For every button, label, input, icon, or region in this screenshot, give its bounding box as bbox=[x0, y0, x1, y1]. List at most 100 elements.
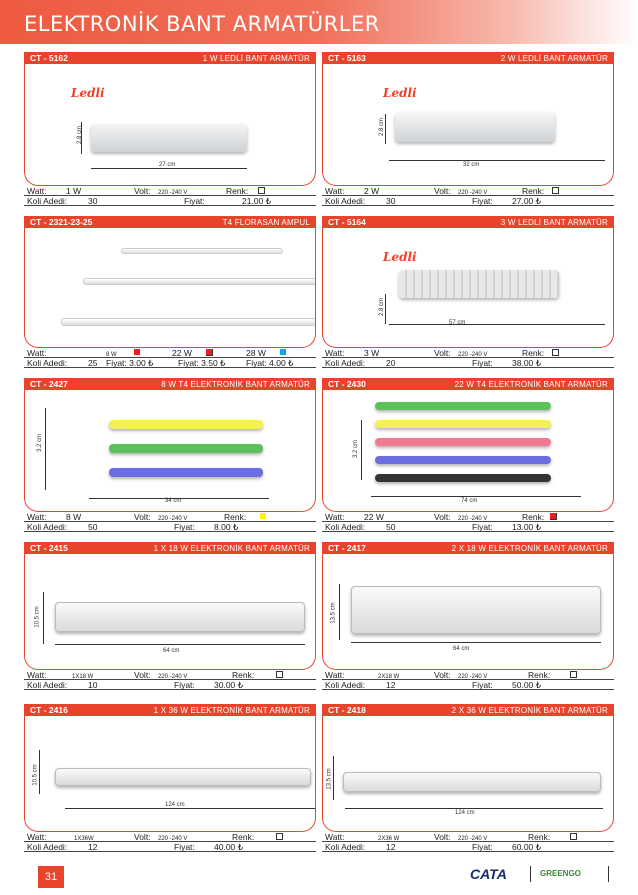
ledli-label: Ledli bbox=[71, 86, 105, 100]
info-row-koli: Koli Adedi: 30 Fiyat: 21.00 ₺ bbox=[24, 196, 316, 206]
card-header: CT - 2415 1 X 18 W ELEKTRONİK BANT ARMATÜ… bbox=[24, 542, 316, 554]
info-value: Koli Adedi: bbox=[325, 680, 366, 690]
product-card-ct-2427: CT - 2427 8 W T4 ELEKTRONİK BANT ARMATÜR … bbox=[24, 378, 316, 532]
info-value: Renk: bbox=[522, 348, 545, 358]
dim-width: 124 cm bbox=[165, 802, 185, 808]
tube-8w bbox=[121, 248, 283, 254]
dim-width: 64 cm bbox=[163, 648, 180, 654]
info-value: Renk: bbox=[522, 186, 545, 196]
led-fixture bbox=[91, 124, 247, 152]
product-spec: T4 FLORASAN AMPUL bbox=[222, 217, 310, 227]
info-row-watt: Watt: 22 W Volt: 220 -240 V Renk: bbox=[322, 512, 614, 522]
page-title: ELEKTRONİK BANT ARMATÜRLER bbox=[24, 12, 380, 36]
info-value: Watt: bbox=[27, 186, 47, 196]
info-value: Fiyat: bbox=[472, 680, 493, 690]
product-code: CT - 5162 bbox=[30, 53, 68, 63]
info-value: Renk: bbox=[232, 832, 255, 842]
product-card-ct-5164: CT - 5164 3 W LEDLİ BANT ARMATÜR Ledli 2.… bbox=[322, 216, 614, 368]
info-value: Watt: bbox=[325, 348, 345, 358]
card-header: CT - 2321-23-25 T4 FLORASAN AMPUL bbox=[24, 216, 316, 228]
info-value: 40.00 ₺ bbox=[214, 842, 244, 852]
info-row-koli: Koli Adedi: 50 Fiyat: 13.00 ₺ bbox=[322, 522, 614, 532]
info-row-koli: Koli Adedi: 50 Fiyat: 8.00 ₺ bbox=[24, 522, 316, 532]
product-image bbox=[24, 228, 316, 348]
info-value: Volt: bbox=[134, 186, 151, 196]
info-value: 1X36W bbox=[74, 836, 94, 842]
info-value: Fiyat: bbox=[472, 196, 493, 206]
dim-width: 57 cm bbox=[449, 320, 466, 326]
info-row-koli: Koli Adedi: 30 Fiyat: 27.00 ₺ bbox=[322, 196, 614, 206]
tube-green bbox=[375, 402, 551, 410]
info-value: Renk: bbox=[224, 512, 247, 522]
info-row-koli: Koli Adedi: 25 Fiyat: 3.00 ₺ Fiyat: 3.50 … bbox=[24, 358, 316, 368]
product-code: CT - 2427 bbox=[30, 379, 68, 389]
ledli-label: Ledli bbox=[383, 250, 417, 264]
dim-height: 13.5 cm bbox=[330, 602, 337, 624]
product-code: CT - 2416 bbox=[30, 705, 68, 715]
info-value: Fiyat: bbox=[472, 358, 493, 368]
info-row-koli: Koli Adedi: 12 Fiyat: 50.00 ₺ bbox=[322, 680, 614, 690]
dim-height: 13.5 cm bbox=[326, 768, 333, 790]
info-value: Koli Adedi: bbox=[27, 842, 68, 852]
info-value: Fiyat: bbox=[184, 196, 205, 206]
product-image: 3.2 cm 74 cm bbox=[322, 390, 614, 512]
info-row-watt: Watt: 8 W 22 W 28 W bbox=[24, 348, 316, 358]
product-card-ct-2416: CT - 2416 1 X 36 W ELEKTRONİK BANT ARMATÜ… bbox=[24, 704, 316, 852]
info-value: 220 -240 V bbox=[158, 674, 188, 680]
tube-green bbox=[109, 444, 263, 453]
tube-black bbox=[375, 474, 551, 482]
info-value: 28 W bbox=[246, 348, 266, 358]
info-value: 220 -240 V bbox=[458, 836, 488, 842]
info-value: 8.00 ₺ bbox=[214, 522, 239, 532]
info-row-koli: Koli Adedi: 10 Fiyat: 30.00 ₺ bbox=[24, 680, 316, 690]
card-header: CT - 5162 1 W LEDLİ BANT ARMATÜR bbox=[24, 52, 316, 64]
card-header: CT - 2430 22 W T4 ELEKTRONİK BANT ARMATÜR bbox=[322, 378, 614, 390]
fluorescent-fixture bbox=[55, 602, 305, 632]
dim-width: 74 cm bbox=[461, 498, 478, 504]
product-code: CT - 2321-23-25 bbox=[30, 217, 93, 227]
info-value: Volt: bbox=[134, 512, 151, 522]
tube-28w bbox=[61, 318, 315, 326]
card-header: CT - 2427 8 W T4 ELEKTRONİK BANT ARMATÜR bbox=[24, 378, 316, 390]
product-spec: 8 W T4 ELEKTRONİK BANT ARMATÜR bbox=[161, 379, 310, 389]
info-value: 8 W bbox=[106, 352, 117, 358]
dim-width: 27 cm bbox=[159, 162, 176, 168]
page-header: ELEKTRONİK BANT ARMATÜRLER bbox=[0, 0, 638, 44]
info-row-watt: Watt: 1 W Volt: 220 -240 V Renk: bbox=[24, 186, 316, 196]
info-value: 2X18 W bbox=[378, 674, 400, 680]
tube-yellow bbox=[109, 420, 263, 429]
info-value: 3 W bbox=[364, 348, 380, 358]
info-row-watt: Watt: 8 W Volt: 220 -240 V Renk: bbox=[24, 512, 316, 522]
info-row-watt: Watt: 2X36 W Volt: 220 -240 V Renk: bbox=[322, 832, 614, 842]
info-value: 60.00 ₺ bbox=[512, 842, 542, 852]
info-row-koli: Koli Adedi: 20 Fiyat: 38.00 ₺ bbox=[322, 358, 614, 368]
info-value: Koli Adedi: bbox=[325, 522, 366, 532]
info-value: 220 -240 V bbox=[158, 836, 188, 842]
info-row-watt: Watt: 3 W Volt: 220 -240 V Renk: bbox=[322, 348, 614, 358]
info-value: 10 bbox=[88, 680, 98, 690]
product-image: 10.5 cm 124 cm bbox=[24, 716, 316, 832]
info-value: 30.00 ₺ bbox=[214, 680, 244, 690]
info-value: Watt: bbox=[325, 832, 345, 842]
dim-height: 3.2 cm bbox=[37, 433, 44, 453]
product-spec: 1 X 36 W ELEKTRONİK BANT ARMATÜR bbox=[153, 705, 310, 715]
info-value: Renk: bbox=[522, 512, 545, 522]
info-value: 220 -240 V bbox=[458, 516, 488, 522]
fluorescent-fixture bbox=[343, 772, 601, 792]
product-spec: 2 W LEDLİ BANT ARMATÜR bbox=[500, 53, 608, 63]
info-row-watt: Watt: 1X18 W Volt: 220 -240 V Renk: bbox=[24, 670, 316, 680]
info-value: 22 W bbox=[364, 512, 384, 522]
product-card-ct-2418: CT - 2418 2 X 36 W ELEKTRONİK BANT ARMATÜ… bbox=[322, 704, 614, 852]
product-code: CT - 2415 bbox=[30, 543, 68, 553]
info-row-koli: Koli Adedi: 12 Fiyat: 40.00 ₺ bbox=[24, 842, 316, 852]
info-value: 50 bbox=[386, 522, 396, 532]
dim-height: 3.2 cm bbox=[353, 439, 360, 459]
info-value: Fiyat: 3.50 ₺ bbox=[178, 358, 226, 368]
info-value: Watt: bbox=[325, 186, 345, 196]
info-value: 22 W bbox=[172, 348, 192, 358]
product-code: CT - 2418 bbox=[328, 705, 366, 715]
info-value: 30 bbox=[386, 196, 396, 206]
card-header: CT - 2418 2 X 36 W ELEKTRONİK BANT ARMATÜ… bbox=[322, 704, 614, 716]
info-value: 220 -240 V bbox=[458, 190, 488, 196]
tube-22w bbox=[83, 278, 315, 285]
